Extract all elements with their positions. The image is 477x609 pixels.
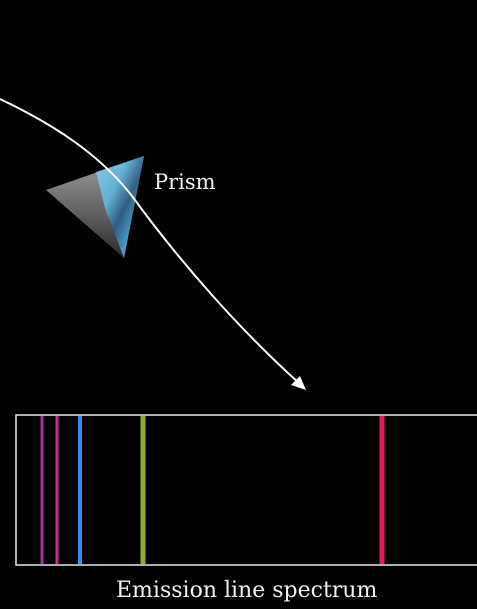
- light-ray: [0, 98, 306, 390]
- light-ray-path: [0, 98, 301, 385]
- prism-label: Prism: [154, 170, 216, 194]
- red-line: [379, 416, 385, 564]
- green-line: [140, 416, 146, 564]
- prism: [46, 156, 144, 258]
- spectrum-panel: [15, 414, 477, 566]
- blue-line: [78, 416, 82, 564]
- spectrum-lines: [40, 416, 385, 564]
- spectrum-frame: [15, 414, 477, 566]
- magenta-line: [55, 416, 59, 564]
- spectrum-caption: Emission line spectrum: [116, 578, 378, 603]
- violet-line: [40, 416, 44, 564]
- prism-body: [96, 156, 144, 258]
- arrowhead-icon: [291, 376, 306, 390]
